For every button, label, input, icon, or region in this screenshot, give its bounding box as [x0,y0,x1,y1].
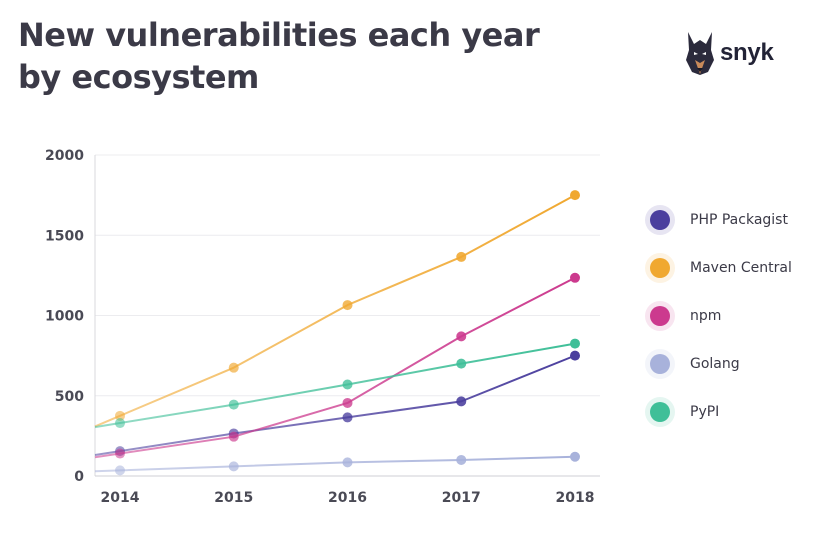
x-tick-label: 2016 [328,490,367,506]
doberman-logo-icon [686,32,714,75]
data-point [570,350,580,361]
data-point [228,399,239,410]
series-line-maven-central [94,194,576,428]
data-point [342,397,353,408]
y-tick-label: 1500 [45,228,84,244]
legend-label: PyPI [690,404,720,420]
brand-logo: snyk [684,30,774,76]
x-tick-label: 2014 [101,490,140,506]
series-line-golang [94,455,576,473]
data-point [570,190,580,201]
y-tick-label: 500 [55,389,84,405]
series-line-npm [94,276,576,459]
data-point [228,461,239,472]
chart-legend: PHP Packagist Maven Central npm Golang PyPI [650,196,792,436]
chart-title-line-2: by ecosystem [18,58,259,96]
data-point [456,358,467,369]
data-point [342,457,353,468]
series-line-php-packagist [94,354,576,456]
brand-name: snyk [720,39,774,66]
data-point [456,331,467,342]
y-tick-label: 0 [74,469,84,485]
legend-item: PHP Packagist [650,196,792,244]
legend-label: Maven Central [690,260,792,276]
data-point [115,418,125,429]
legend-item: Maven Central [650,244,792,292]
legend-swatch [650,402,670,422]
legend-item: npm [650,292,792,340]
chart-title-line-1: New vulnerabilities each year [18,16,540,54]
data-point [228,362,239,373]
data-point [342,412,353,423]
data-point [456,251,467,262]
y-tick-label: 2000 [45,148,84,164]
legend-swatch [650,306,670,326]
data-point [456,454,467,465]
data-point [115,448,125,459]
x-tick-label: 2015 [214,490,253,506]
legend-item: Golang [650,340,792,388]
data-point [456,396,467,407]
data-point [570,338,580,349]
legend-label: PHP Packagist [690,212,788,228]
data-point [342,379,353,390]
data-point [570,451,580,462]
legend-swatch [650,354,670,374]
chart-title: New vulnerabilities each year by ecosyst… [18,14,540,98]
x-tick-label: 2018 [556,490,595,506]
data-point [228,431,239,442]
data-point [342,300,353,311]
legend-label: npm [690,308,722,324]
data-point [570,272,580,283]
legend-item: PyPI [650,388,792,436]
data-point [115,465,125,476]
y-tick-label: 1000 [45,309,84,325]
x-tick-label: 2017 [442,490,481,506]
legend-label: Golang [690,356,740,372]
legend-swatch [650,258,670,278]
legend-swatch [650,210,670,230]
data-point [115,410,125,421]
